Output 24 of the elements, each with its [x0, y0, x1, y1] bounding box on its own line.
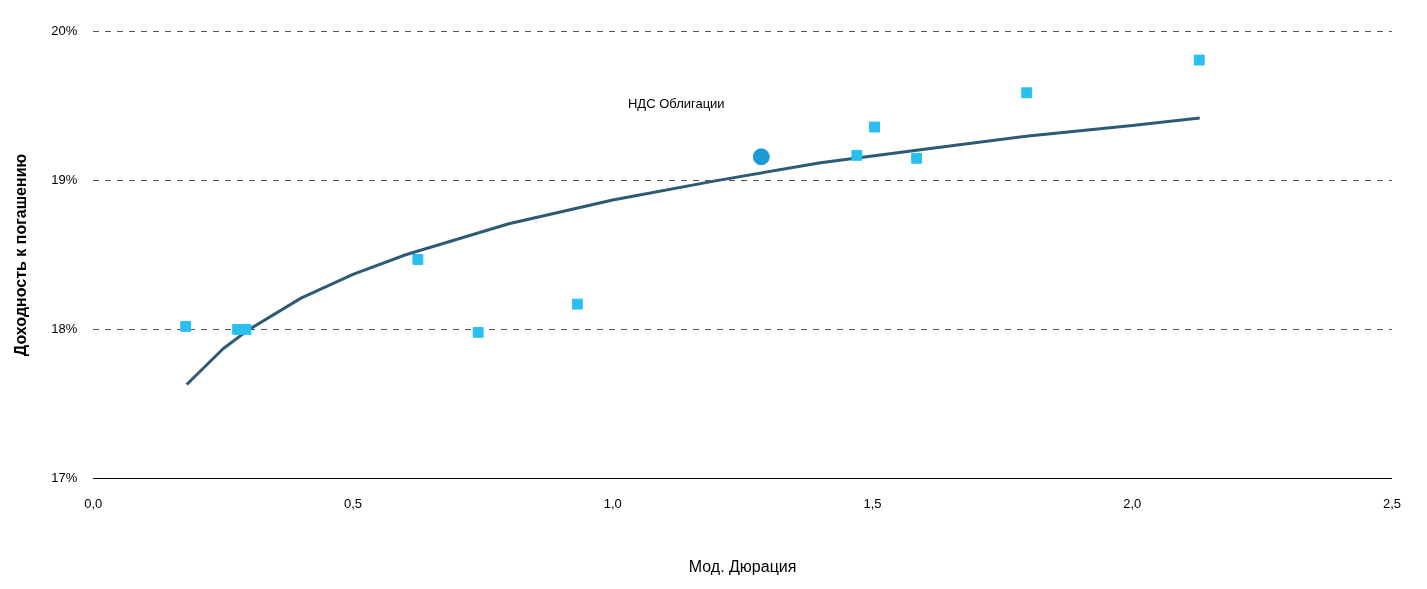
x-tick-label: 1,0 [603, 495, 622, 511]
point [1193, 54, 1205, 66]
point [240, 323, 252, 335]
y-tick-label: 17% [51, 469, 78, 485]
y-tick-label: 20% [51, 23, 78, 39]
point [571, 298, 583, 310]
x-tick-label: 1,5 [863, 495, 882, 511]
point [412, 254, 424, 265]
text: НДС Облигации [627, 96, 725, 112]
y-axis-title: Доходность к погашению [12, 153, 30, 357]
x-tick-label: 0,5 [343, 495, 363, 511]
point [472, 326, 484, 338]
x-tick-label: 2,5 [1382, 495, 1401, 511]
point [869, 121, 880, 133]
point [1021, 87, 1033, 99]
y-tick-label: 19% [51, 172, 78, 188]
x-axis-title: Мод. Дюрация [688, 557, 797, 575]
y-tick-label: 18% [51, 320, 78, 336]
point [752, 148, 770, 166]
x-tick-label: 2,0 [1123, 495, 1142, 511]
point [911, 152, 923, 164]
point [180, 320, 192, 332]
point [851, 149, 863, 161]
x-tick-label: 0,0 [84, 495, 103, 511]
